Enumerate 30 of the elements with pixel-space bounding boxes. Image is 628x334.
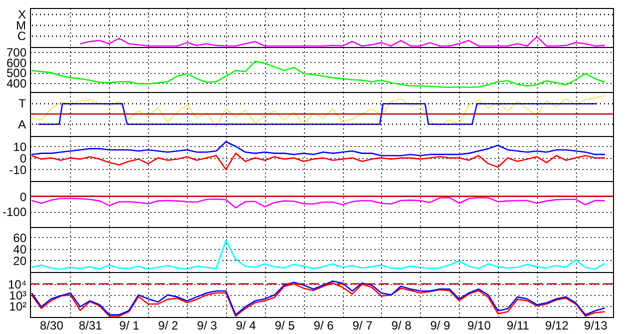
y-tick-label: 0 — [20, 151, 27, 166]
x-tick-label: 9/ 6 — [314, 318, 334, 332]
line-series — [30, 240, 606, 270]
ref-line-label: A — [18, 117, 26, 132]
x-tick-label: 9/13 — [584, 318, 608, 332]
y-tick-label: 0 — [20, 190, 27, 204]
y-tick-label: 60 — [13, 230, 27, 245]
ref-line-label: T — [18, 96, 27, 111]
y-tick-label: 10 — [13, 140, 27, 154]
line-series — [30, 196, 606, 208]
x-tick-label: 9/ 7 — [352, 318, 373, 332]
line-series — [30, 141, 606, 156]
x-tick-label: 9/10 — [467, 318, 492, 332]
x-tick-label: 9/ 2 — [158, 318, 178, 332]
y-tick-label: -10 — [9, 162, 27, 177]
line-series — [30, 60, 606, 88]
x-tick-label: 9/ 8 — [391, 318, 412, 332]
x-tick-label: 8/30 — [40, 318, 64, 332]
x-tick-label: 9/ 5 — [274, 318, 296, 332]
y-tick-label: 40 — [13, 242, 27, 256]
x-tick-label: 9/11 — [506, 318, 530, 332]
y-tick-label: -100 — [2, 205, 27, 220]
y-tick-label: 20 — [13, 254, 27, 268]
x-tick-label: 9/ 3 — [197, 318, 218, 332]
x-tick-label: 9/ 1 — [119, 318, 140, 332]
x-tick-label: 8/31 — [78, 318, 102, 332]
line-series — [30, 152, 606, 170]
x-tick-label: 9/ 4 — [236, 318, 256, 332]
x-tick-label: 9/ 9 — [430, 318, 451, 332]
x-tick-label: 9/12 — [545, 318, 569, 332]
